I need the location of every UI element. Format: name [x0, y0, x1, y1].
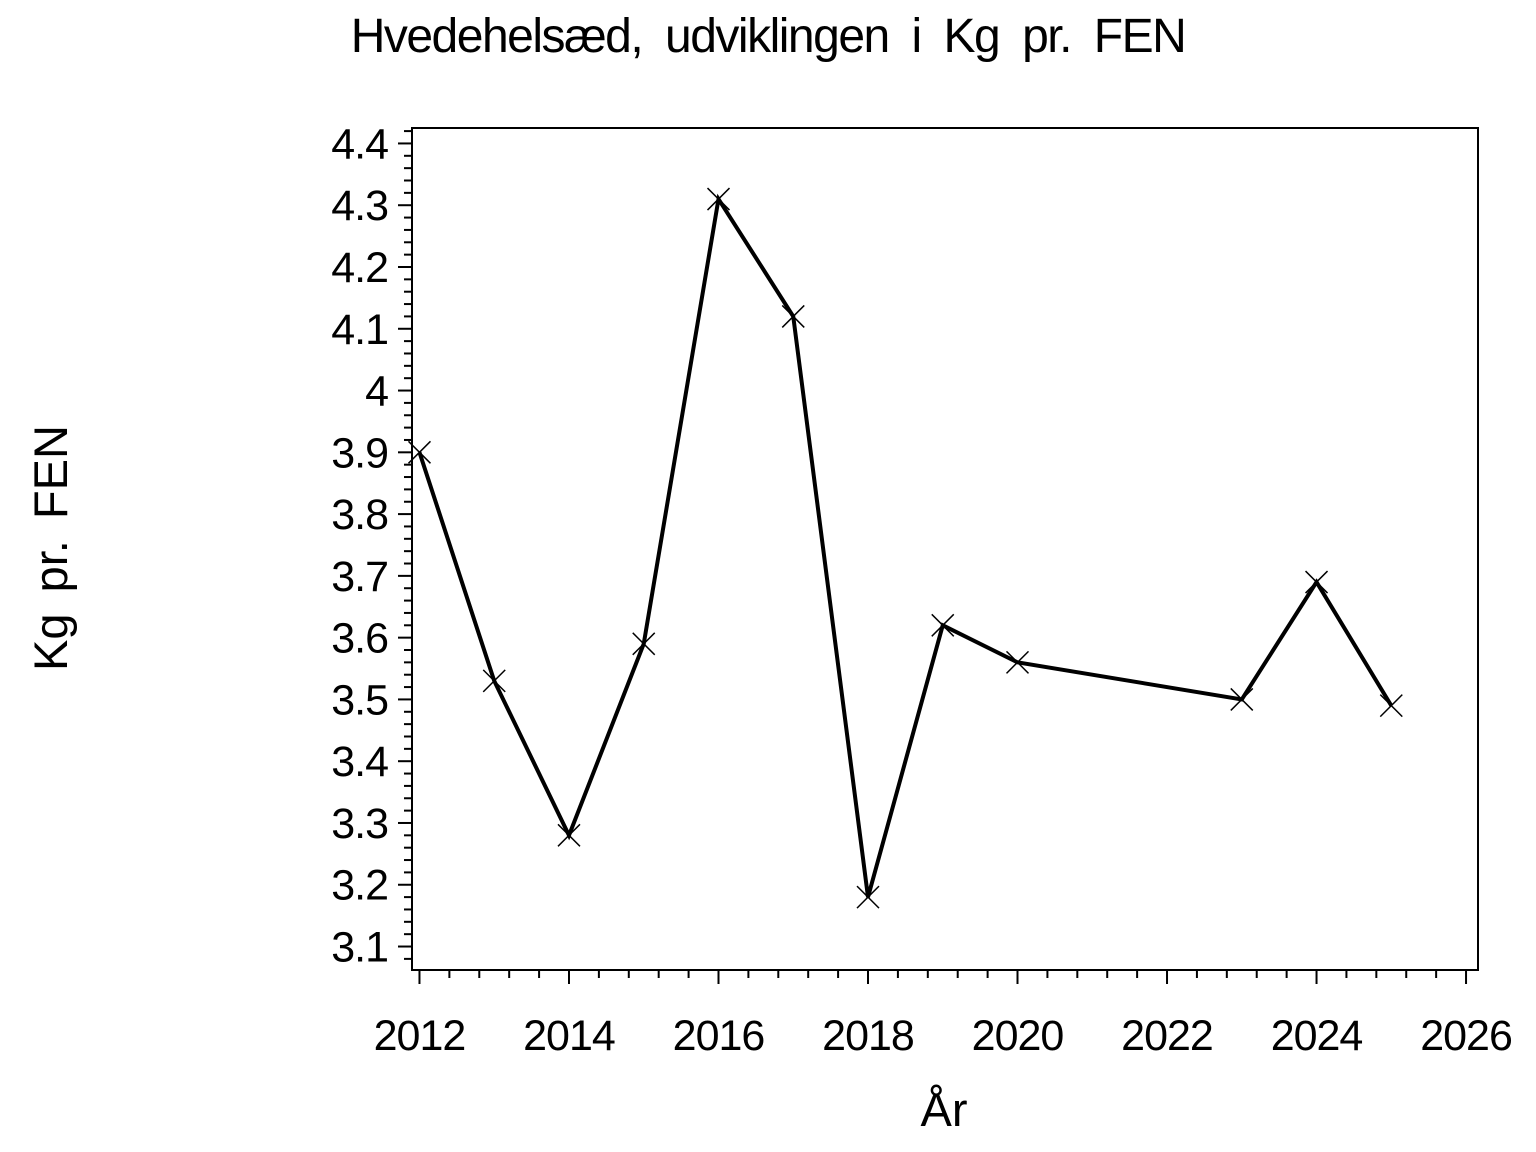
data-point-marker: [931, 613, 955, 637]
data-point-marker: [557, 823, 581, 847]
x-tick-label: 2012: [374, 1012, 466, 1060]
x-axis-title: År: [920, 1083, 968, 1136]
y-tick-label: 3.1: [331, 924, 388, 972]
x-tick-label: 2018: [822, 1012, 914, 1060]
y-tick-label: 3.3: [331, 800, 388, 848]
data-point-marker: [632, 632, 656, 656]
series-line: [417, 193, 1393, 898]
y-tick-label: 4.4: [331, 120, 388, 168]
x-tick-label: 2026: [1420, 1012, 1512, 1060]
y-tick-label: 4.1: [331, 306, 388, 354]
plot-frame: [411, 127, 1479, 971]
y-tick-label: 4.3: [331, 182, 388, 230]
data-point-marker: [1005, 650, 1030, 674]
data-point-marker: [856, 885, 880, 909]
y-tick-label: 3.5: [331, 676, 388, 724]
data-point-marker: [1379, 694, 1403, 718]
x-tick-label: 2024: [1271, 1012, 1363, 1060]
x-tick-label: 2016: [673, 1012, 765, 1060]
x-tick-label: 2020: [972, 1012, 1064, 1060]
y-tick-label: 4.2: [331, 244, 388, 292]
y-tick-label: 3.4: [331, 738, 388, 786]
y-tick-label: 3.8: [331, 491, 388, 539]
y-tick-label: 3.9: [331, 429, 388, 477]
chart-title: Hvedehelsæd, udviklingen i Kg pr. FEN: [350, 10, 1187, 63]
data-point-marker: [1304, 570, 1329, 594]
y-tick-label: 4: [365, 368, 388, 416]
data-point-marker: [706, 187, 731, 211]
y-tick-label: 3.2: [331, 862, 388, 910]
x-tick-label: 2022: [1121, 1012, 1213, 1060]
data-point-marker: [407, 440, 432, 464]
y-tick-label: 3.6: [331, 615, 388, 663]
data-point-marker: [1230, 687, 1254, 711]
x-tick-label: 2014: [523, 1012, 615, 1060]
y-tick-label: 3.7: [331, 553, 388, 601]
data-point-marker: [482, 669, 506, 693]
data-point-marker: [781, 304, 805, 328]
